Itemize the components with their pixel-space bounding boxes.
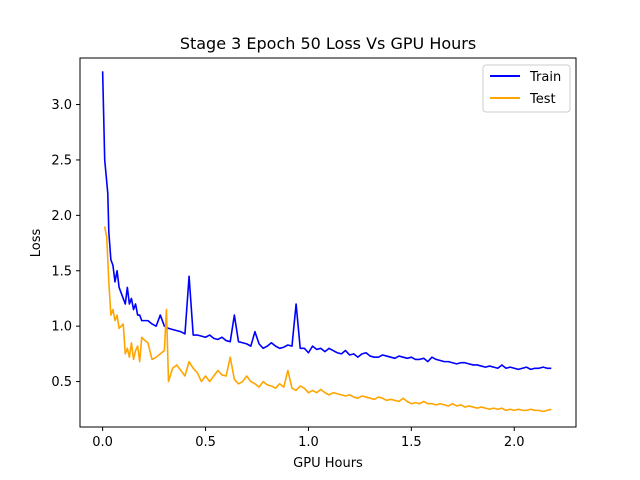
x-tick-label: 1.5 [401,435,422,450]
x-axis-label: GPU Hours [293,456,363,471]
y-tick-label: 2.0 [51,209,72,224]
y-tick-label: 2.5 [51,153,72,168]
y-axis-label: Loss [29,229,44,258]
x-tick-label: 0.5 [195,435,216,450]
series-line-test [103,226,552,413]
x-tick-label: 2.0 [504,435,525,450]
legend-label-test: Test [529,92,556,107]
x-axis: 0.0 0.5 1.0 1.5 2.0 [92,427,525,450]
y-tick-label: 3.0 [51,98,72,113]
plot-frame [79,57,577,428]
plot-area [101,71,552,413]
y-tick-label: 1.5 [51,264,72,279]
y-axis: 0.5 1.0 1.5 2.0 2.5 3.0 [51,98,80,390]
y-tick-label: 0.5 [51,375,72,390]
legend: Train Test [482,64,571,113]
series-line-train [101,71,552,371]
x-tick-label: 1.0 [298,435,319,450]
chart-title: Stage 3 Epoch 50 Loss Vs GPU Hours [180,34,476,53]
y-tick-label: 1.0 [51,320,72,335]
legend-label-train: Train [529,70,561,85]
x-tick-label: 0.0 [92,435,113,450]
